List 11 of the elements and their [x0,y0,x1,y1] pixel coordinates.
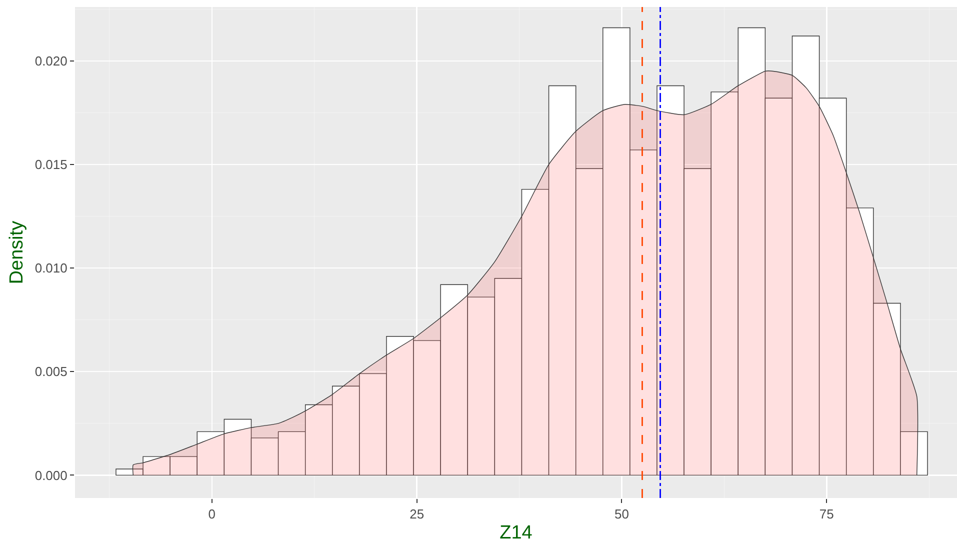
x-axis-title: Z14 [500,522,533,544]
y-axis-title: Density [6,220,28,284]
x-tick-label: 0 [208,506,216,522]
y-tick-label: 0.010 [34,260,68,276]
y-tick-label: 0.005 [34,364,68,380]
y-tick-label: 0.020 [34,53,68,68]
y-tick-label: 0.000 [34,468,68,483]
x-tick-label: 75 [819,506,834,522]
y-tick-label: 0.015 [34,157,68,172]
x-tick-label: 25 [410,506,424,522]
x-tick-label: 50 [614,506,629,522]
